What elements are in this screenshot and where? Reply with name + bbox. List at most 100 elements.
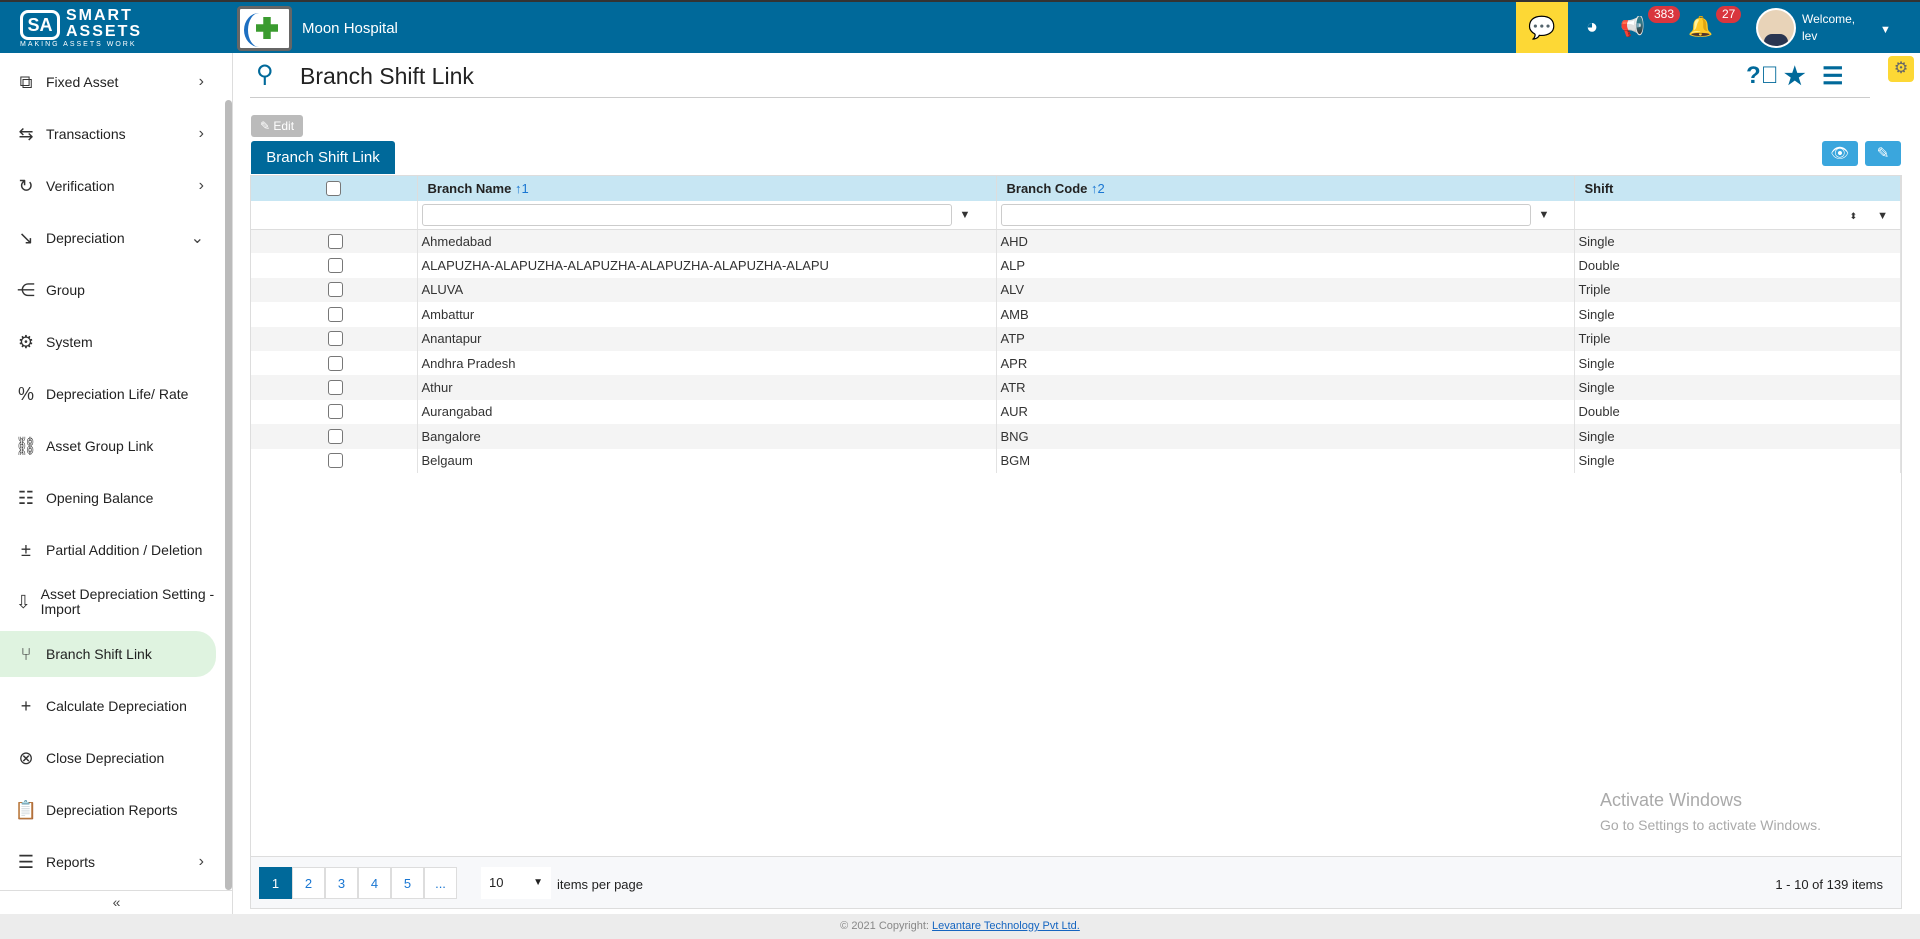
- sidebar-item-calculate-depreciation[interactable]: + Calculate Depreciation: [0, 683, 216, 729]
- caret-down-icon[interactable]: ▼: [1880, 24, 1891, 36]
- sidebar-collapse-button[interactable]: «: [0, 890, 233, 914]
- share-icon: ⋲: [17, 279, 35, 300]
- row-checkbox[interactable]: [328, 355, 344, 371]
- sidebar-item-depreciation[interactable]: ↘ Depreciation ⌄: [0, 215, 216, 261]
- sidebar-item-label: Asset Group Link: [46, 437, 154, 454]
- chevron-icon: ›: [198, 73, 204, 90]
- column-header-branch-code[interactable]: Branch Code ↑2: [996, 176, 1575, 201]
- cell: Anantapur: [417, 326, 997, 351]
- table-row[interactable]: ALAPUZHA-ALAPUZHA-ALAPUZHA-ALAPUZHA-ALAP…: [251, 253, 1901, 278]
- sidebar-item-transactions[interactable]: ⇆ Transactions ›: [0, 111, 216, 157]
- sidebar-item-label: Transactions: [46, 125, 126, 142]
- sidebar-item-system[interactable]: ⚙ System: [0, 319, 216, 365]
- table-row[interactable]: Andhra Pradesh APR Single: [251, 350, 1901, 376]
- branch-code-filter-input[interactable]: [1000, 203, 1531, 226]
- cell: Single: [1574, 229, 1901, 254]
- copy-icon: ⧉: [19, 71, 33, 92]
- sidebar-item-close-depreciation[interactable]: ⊗ Close Depreciation: [0, 735, 216, 781]
- sidebar-item-asset-depreciation-setting-import[interactable]: ⇩ Asset Depreciation Setting - Import: [0, 579, 216, 625]
- table-row[interactable]: Athur ATR Single: [251, 375, 1901, 400]
- cell: Bangalore: [417, 424, 997, 449]
- sidebar-scrollbar[interactable]: [225, 100, 232, 890]
- row-checkbox[interactable]: [328, 282, 344, 298]
- page-5-button[interactable]: 5: [391, 867, 424, 899]
- page-size-value: 10: [489, 875, 504, 890]
- view-button[interactable]: 👁: [1822, 141, 1858, 166]
- tab-branch-shift-link[interactable]: Branch Shift Link: [251, 141, 395, 174]
- row-checkbox[interactable]: [328, 258, 344, 274]
- row-checkbox[interactable]: [328, 380, 344, 396]
- cell: Single: [1574, 350, 1901, 376]
- sidebar-item-label: Fixed Asset: [46, 73, 119, 90]
- numbered-list-icon[interactable]: ☰: [1822, 63, 1844, 90]
- cell: ATP: [996, 326, 1575, 351]
- cell: ALUVA: [417, 277, 997, 303]
- help-icon[interactable]: ?⃝: [1746, 62, 1779, 89]
- branch-icon: ⑂: [20, 643, 32, 664]
- header-label: Shift: [1584, 181, 1614, 196]
- star-icon[interactable]: ★: [1784, 63, 1806, 90]
- cell: Single: [1574, 375, 1901, 400]
- edit-button[interactable]: ✎ Edit: [251, 115, 303, 137]
- copyright-text: © 2021 Copyright:: [840, 920, 933, 932]
- spinner-icon[interactable]: ⬍: [1849, 211, 1858, 222]
- filter-icon[interactable]: ▼: [1877, 209, 1888, 222]
- table-row[interactable]: Belgaum BGM Single: [251, 448, 1901, 473]
- chat-icon[interactable]: 💬: [1516, 2, 1568, 53]
- table-row[interactable]: Anantapur ATP Triple: [251, 326, 1901, 351]
- filter-icon[interactable]: ▼: [959, 208, 971, 221]
- sidebar-item-label: Reports: [46, 853, 96, 870]
- bell-icon[interactable]: 🔔: [1688, 16, 1712, 38]
- welcome-text: Welcome,: [1802, 12, 1856, 26]
- sidebar-item-asset-group-link[interactable]: ⛓ Asset Group Link: [0, 423, 216, 469]
- sidebar-item-partial-addition-deletion[interactable]: ± Partial Addition / Deletion: [0, 527, 216, 573]
- megaphone-icon[interactable]: 📢: [1620, 16, 1644, 38]
- sidebar-item-group[interactable]: ⋲ Group: [0, 267, 216, 313]
- sidebar-item-verification[interactable]: ↻ Verification ›: [0, 163, 216, 209]
- hospital-logo: [237, 6, 292, 51]
- page-size-select[interactable]: 10 ▼: [481, 867, 551, 899]
- page-3-button[interactable]: 3: [325, 867, 358, 899]
- table-row[interactable]: Bangalore BNG Single: [251, 424, 1901, 449]
- avatar[interactable]: [1756, 8, 1796, 48]
- row-checkbox[interactable]: [328, 428, 344, 444]
- table-row[interactable]: Aurangabad AUR Double: [251, 399, 1901, 425]
- select-all-checkbox[interactable]: [326, 181, 342, 196]
- link-chart-icon: ⛓: [14, 435, 38, 456]
- sidebar-item-label: Partial Addition / Deletion: [46, 541, 203, 558]
- import-icon: ⇩: [15, 591, 31, 612]
- page-1-button[interactable]: 1: [259, 867, 292, 899]
- row-checkbox[interactable]: [328, 453, 344, 469]
- table-row[interactable]: ALUVA ALV Triple: [251, 277, 1901, 303]
- table-row[interactable]: Ahmedabad AHD Single: [251, 229, 1901, 254]
- row-checkbox[interactable]: [328, 306, 344, 322]
- watermark-line2: Go to Settings to activate Windows.: [1600, 817, 1821, 833]
- edit-grid-button[interactable]: ✎: [1865, 141, 1901, 166]
- user-menu[interactable]: Welcome, lev: [1802, 11, 1855, 45]
- sidebar-item-branch-shift-link[interactable]: ⑂ Branch Shift Link: [0, 631, 216, 677]
- column-header-shift[interactable]: Shift: [1574, 176, 1901, 201]
- table-row[interactable]: Ambattur AMB Single: [251, 302, 1901, 327]
- column-header-branch-name[interactable]: Branch Name ↑1: [417, 176, 997, 201]
- cell: Single: [1574, 302, 1901, 327]
- row-checkbox[interactable]: [328, 331, 344, 347]
- sidebar-item-fixed-asset[interactable]: ⧉ Fixed Asset ›: [0, 59, 216, 105]
- row-checkbox[interactable]: [328, 233, 344, 249]
- sidebar-item-opening-balance[interactable]: ☷ Opening Balance: [0, 475, 216, 521]
- calculate-icon: +: [20, 695, 32, 716]
- sidebar-item-depreciation-reports[interactable]: 📋 Depreciation Reports: [0, 787, 216, 833]
- settings-gear-icon[interactable]: ⚙: [1888, 56, 1914, 82]
- cell: Double: [1574, 399, 1901, 425]
- brand-line1: SMART: [66, 7, 133, 24]
- company-link[interactable]: Levantare Technology Pvt Ltd.: [932, 920, 1080, 932]
- page-more-button[interactable]: ...: [424, 867, 457, 899]
- filter-icon[interactable]: ▼: [1538, 208, 1550, 221]
- sidebar-item-depreciation-life-rate[interactable]: % Depreciation Life/ Rate: [0, 371, 216, 417]
- row-checkbox[interactable]: [328, 404, 344, 420]
- page-4-button[interactable]: 4: [358, 867, 391, 899]
- header-label: Branch Code: [1006, 181, 1088, 196]
- page-2-button[interactable]: 2: [292, 867, 325, 899]
- branch-name-filter-input[interactable]: [421, 203, 952, 226]
- sidebar-item-reports[interactable]: ☰ Reports ›: [0, 839, 216, 885]
- dashboard-gauge-icon[interactable]: ◕: [1585, 16, 1599, 38]
